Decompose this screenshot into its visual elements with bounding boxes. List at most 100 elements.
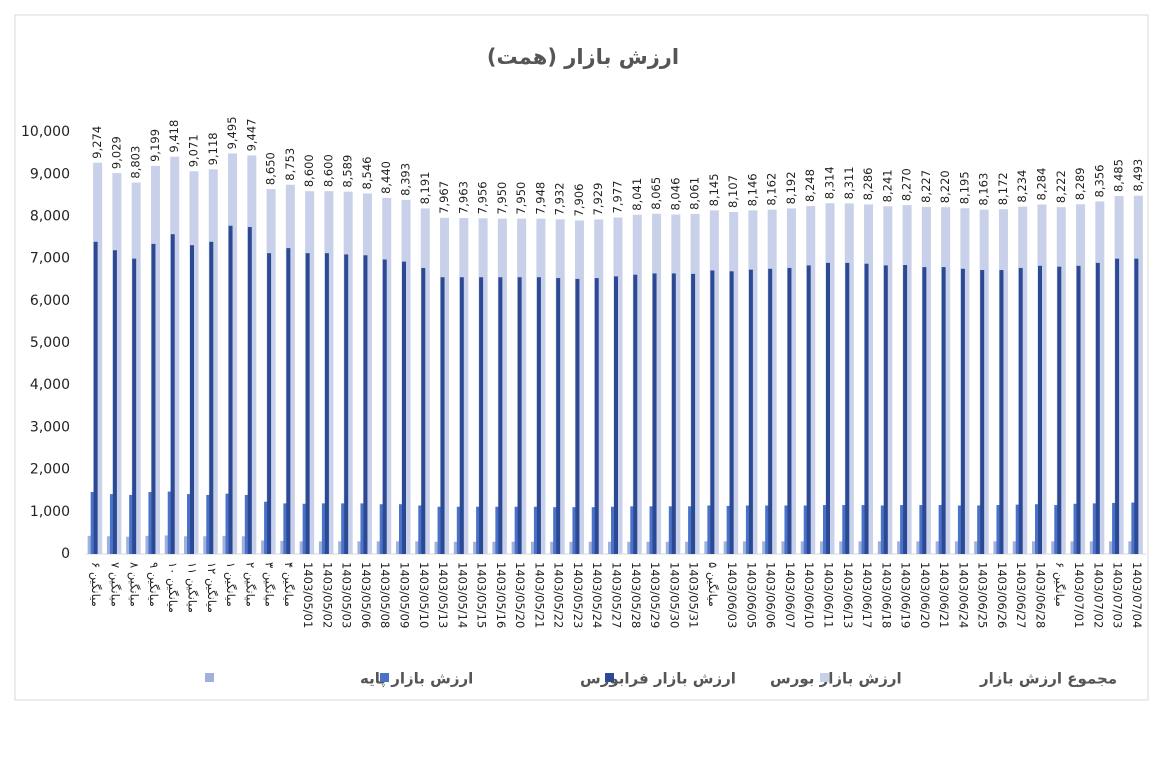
bar xyxy=(280,540,285,554)
bar xyxy=(1128,541,1133,554)
x-tick-label: 1403/05/02 xyxy=(320,562,334,628)
value-label: 8,248 xyxy=(803,169,817,202)
bar xyxy=(225,493,230,554)
x-tick-label: 1403/06/17 xyxy=(860,562,874,628)
x-tick-label: میانگین ۳ xyxy=(262,562,277,607)
value-label: 9,118 xyxy=(206,132,220,165)
bar xyxy=(396,541,400,554)
x-tick-label: 1403/06/27 xyxy=(1014,562,1028,628)
value-label: 8,220 xyxy=(938,170,952,203)
legend-label: ارزش بازار بورس xyxy=(770,670,902,688)
value-label: 8,600 xyxy=(302,154,316,187)
x-tick-label: 1403/06/03 xyxy=(725,562,739,628)
x-tick-label: 1403/06/20 xyxy=(918,562,932,628)
bar xyxy=(877,541,882,554)
bar xyxy=(787,267,792,554)
x-tick-label: 1403/05/10 xyxy=(417,562,431,628)
bar xyxy=(87,535,92,554)
bar xyxy=(858,541,863,554)
bar xyxy=(190,245,194,554)
bar xyxy=(376,541,381,554)
value-label: 8,192 xyxy=(784,171,798,204)
bar xyxy=(1073,503,1078,554)
legend-label: ارزش بازار پایه xyxy=(360,670,473,689)
bar xyxy=(1109,541,1114,554)
value-label: 8,356 xyxy=(1092,165,1106,198)
bar xyxy=(935,541,940,554)
y-tick-label: 1,000 xyxy=(30,504,70,520)
bar xyxy=(954,541,959,554)
bar xyxy=(977,505,982,554)
bar xyxy=(685,541,690,554)
legend-swatch xyxy=(205,673,214,682)
bar xyxy=(318,541,323,554)
x-tick-label: 1403/06/26 xyxy=(995,562,1009,628)
y-tick-label: 4,000 xyxy=(30,377,70,393)
value-label: 8,589 xyxy=(341,155,355,188)
bar xyxy=(1054,505,1059,554)
bar xyxy=(691,273,696,554)
bar xyxy=(864,263,869,554)
bar xyxy=(916,541,921,554)
x-tick-label: 1403/05/13 xyxy=(436,562,450,628)
bar xyxy=(305,253,310,555)
bar xyxy=(267,253,272,555)
bar xyxy=(903,264,908,554)
y-tick-label: 2,000 xyxy=(30,462,70,478)
bar xyxy=(93,241,98,555)
y-tick-label: 8,000 xyxy=(30,208,70,224)
legend-label: مجموع ارزش بازار xyxy=(979,670,1117,688)
value-label: 8,195 xyxy=(957,171,971,204)
bar xyxy=(742,541,747,554)
x-tick-label: 1403/05/22 xyxy=(552,562,566,628)
bar xyxy=(1092,503,1097,554)
value-label: 8,546 xyxy=(360,157,374,190)
x-tick-label: 1403/05/23 xyxy=(571,562,585,628)
value-label: 8,493 xyxy=(1131,159,1145,192)
x-tick-label: 1403/06/13 xyxy=(841,562,855,628)
bar xyxy=(418,505,423,554)
y-tick-label: 10,000 xyxy=(21,124,70,140)
legend-swatch xyxy=(380,673,389,682)
x-tick-label: 1403/06/11 xyxy=(822,562,836,628)
bar xyxy=(845,262,850,554)
bar xyxy=(1095,262,1100,554)
bar xyxy=(957,505,962,554)
value-label: 8,061 xyxy=(688,177,702,210)
value-label: 7,950 xyxy=(495,182,509,215)
x-tick-label: میانگین ۱۲ xyxy=(204,562,219,613)
value-label: 8,172 xyxy=(996,172,1010,205)
bar xyxy=(164,535,169,554)
x-tick-label: 1403/05/20 xyxy=(513,562,527,628)
bar xyxy=(1057,266,1062,554)
bar xyxy=(379,504,384,554)
bar xyxy=(299,541,304,554)
bar xyxy=(649,506,654,554)
bar xyxy=(745,505,750,554)
bar xyxy=(112,250,117,554)
bar xyxy=(781,541,786,554)
bar xyxy=(996,505,1001,554)
bar xyxy=(671,273,676,554)
bar xyxy=(517,277,522,554)
bar xyxy=(591,507,596,554)
value-label: 8,393 xyxy=(399,163,413,196)
bar xyxy=(247,227,252,554)
value-label: 8,227 xyxy=(919,170,933,203)
bar xyxy=(553,507,558,554)
bar xyxy=(1089,541,1094,554)
bar xyxy=(402,261,406,554)
bar xyxy=(707,505,712,554)
bar xyxy=(440,277,445,554)
x-tick-label: میانگین ۶ xyxy=(88,562,103,607)
value-label: 9,071 xyxy=(187,134,201,167)
x-tick-label: میانگین ۸ xyxy=(127,562,142,607)
bar xyxy=(880,505,885,554)
y-tick-label: 6,000 xyxy=(30,293,70,309)
y-tick-label: 9,000 xyxy=(30,166,70,182)
bar xyxy=(126,536,131,554)
bar xyxy=(726,505,731,554)
bar xyxy=(569,541,574,554)
